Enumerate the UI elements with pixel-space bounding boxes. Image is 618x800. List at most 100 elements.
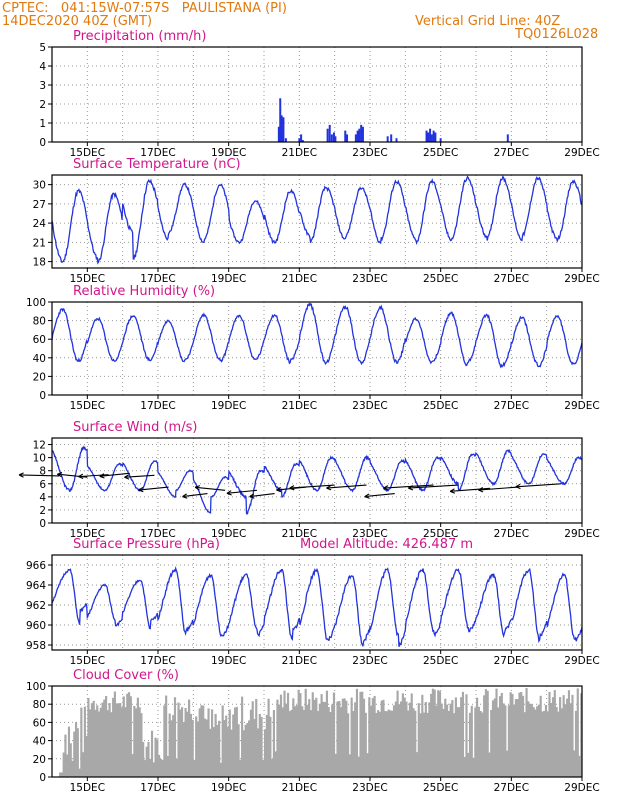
x-tick-label: 29DEC xyxy=(564,400,599,412)
cloud-bar xyxy=(555,706,558,777)
wind-arrow-head xyxy=(383,485,389,491)
wind-arrow xyxy=(408,484,459,489)
cloud-bar xyxy=(507,705,510,777)
precip-bar xyxy=(427,132,430,142)
header-line1: CPTEC: 041:15W-07:57S PAULISTANA (PI) xyxy=(2,1,287,16)
cloud-bar xyxy=(188,699,191,777)
cloud-bar xyxy=(329,712,332,777)
cloud-bar xyxy=(456,707,459,777)
cloud-bar xyxy=(338,700,341,777)
precip-bar xyxy=(425,130,428,142)
cloud-bar xyxy=(286,692,290,777)
x-tick-label: 29DEC xyxy=(564,782,599,794)
cloud-bar xyxy=(424,702,427,777)
precip-bar xyxy=(390,134,393,142)
cloud-bar xyxy=(295,705,298,777)
cloud-bar xyxy=(309,710,313,777)
panel-title: Surface Wind (m/s) xyxy=(73,420,197,435)
y-tick-label: 20 xyxy=(33,371,46,383)
panel-annotation: Model Altitude: 426.487 m xyxy=(300,537,473,552)
cloud-bar xyxy=(327,706,330,777)
cloud-bar xyxy=(578,755,581,777)
cloud-bar xyxy=(170,720,173,777)
wind-arrow-head xyxy=(226,490,232,496)
y-tick-label: 40 xyxy=(33,736,46,748)
x-tick-label: 17DEC xyxy=(140,400,175,412)
wind-arrow xyxy=(182,493,208,498)
cloud-bar xyxy=(267,698,270,777)
cloud-bar xyxy=(476,697,479,777)
header-right2: TQ0126L028 xyxy=(515,27,599,42)
x-tick-label: 15DEC xyxy=(70,528,105,540)
y-tick-label: 0 xyxy=(39,390,46,402)
cloud-bar xyxy=(324,702,327,777)
cloud-bar xyxy=(371,698,374,777)
cloud-bar xyxy=(495,688,498,777)
precip-bar xyxy=(346,134,349,142)
cloud-bar xyxy=(186,711,189,777)
wind-arrow xyxy=(326,484,367,489)
cloud-bar xyxy=(543,710,546,777)
cloud-bar xyxy=(315,697,318,777)
cloud-bar xyxy=(336,701,339,777)
cloud-bar xyxy=(493,698,496,777)
cloud-bar xyxy=(537,704,540,777)
cloud-bar xyxy=(474,707,477,777)
cloud-bar xyxy=(500,692,503,777)
cloud-bar xyxy=(207,708,210,777)
cloud-bar xyxy=(343,698,346,777)
y-tick-label: 966 xyxy=(26,560,46,572)
cloud-bar xyxy=(189,713,192,777)
cloud-bar xyxy=(347,713,350,777)
cloud-bar xyxy=(138,707,141,777)
cloud-bar xyxy=(355,688,359,777)
cloud-bar xyxy=(320,694,323,777)
cloud-bar xyxy=(154,737,157,777)
cloud-bar xyxy=(126,693,129,777)
y-tick-label: 0 xyxy=(39,772,46,784)
cloud-bar xyxy=(119,703,122,777)
cloud-bar xyxy=(255,698,258,777)
cloud-bar xyxy=(71,760,74,777)
panel-6: Cloud Cover (%) 0 20 40 60 80 100 15DEC 17DEC 19D… xyxy=(26,668,600,794)
cloud-bar xyxy=(387,709,390,777)
cloud-bar xyxy=(221,705,224,777)
precip-bar xyxy=(277,126,280,142)
y-tick-label: 0 xyxy=(39,518,46,530)
panel-title: Precipitation (mm/h) xyxy=(73,29,206,44)
cloud-bar xyxy=(511,693,514,777)
wind-arrow-head xyxy=(449,488,455,494)
panel-title: Surface Pressure (hPa) xyxy=(73,537,220,552)
cloud-bar xyxy=(490,709,493,777)
cloud-bar xyxy=(133,705,136,777)
cloud-bar xyxy=(380,700,383,777)
cloud-bar xyxy=(394,701,397,777)
cloud-bar xyxy=(536,706,539,777)
cloud-bar xyxy=(401,693,404,777)
cloud-bar xyxy=(345,700,348,777)
cloud-bar xyxy=(435,705,438,777)
cloud-bar xyxy=(101,702,104,777)
series-line xyxy=(51,302,583,369)
cloud-bar xyxy=(241,696,244,777)
cloud-bar xyxy=(460,697,463,777)
wind-arrow xyxy=(383,484,434,489)
panel-frame xyxy=(51,437,583,524)
wind-arrow-head xyxy=(326,485,332,491)
x-tick-label: 15DEC xyxy=(70,147,105,159)
cloud-bar xyxy=(198,708,201,777)
x-tick-label: 23DEC xyxy=(352,400,387,412)
x-tick-label: 29DEC xyxy=(564,147,599,159)
y-tick-label: 60 xyxy=(33,334,46,346)
cloud-bar xyxy=(444,698,447,777)
cloud-bar xyxy=(108,703,111,777)
cloud-bar xyxy=(253,718,256,777)
x-tick-label: 23DEC xyxy=(352,147,387,159)
wind-arrow-head xyxy=(408,485,414,491)
cloud-bar xyxy=(375,712,378,777)
cloud-bar xyxy=(113,691,116,777)
cloud-bar xyxy=(106,710,109,777)
cloud-bar xyxy=(239,759,242,777)
cloud-bar xyxy=(89,709,92,777)
cloud-bar xyxy=(364,712,367,777)
